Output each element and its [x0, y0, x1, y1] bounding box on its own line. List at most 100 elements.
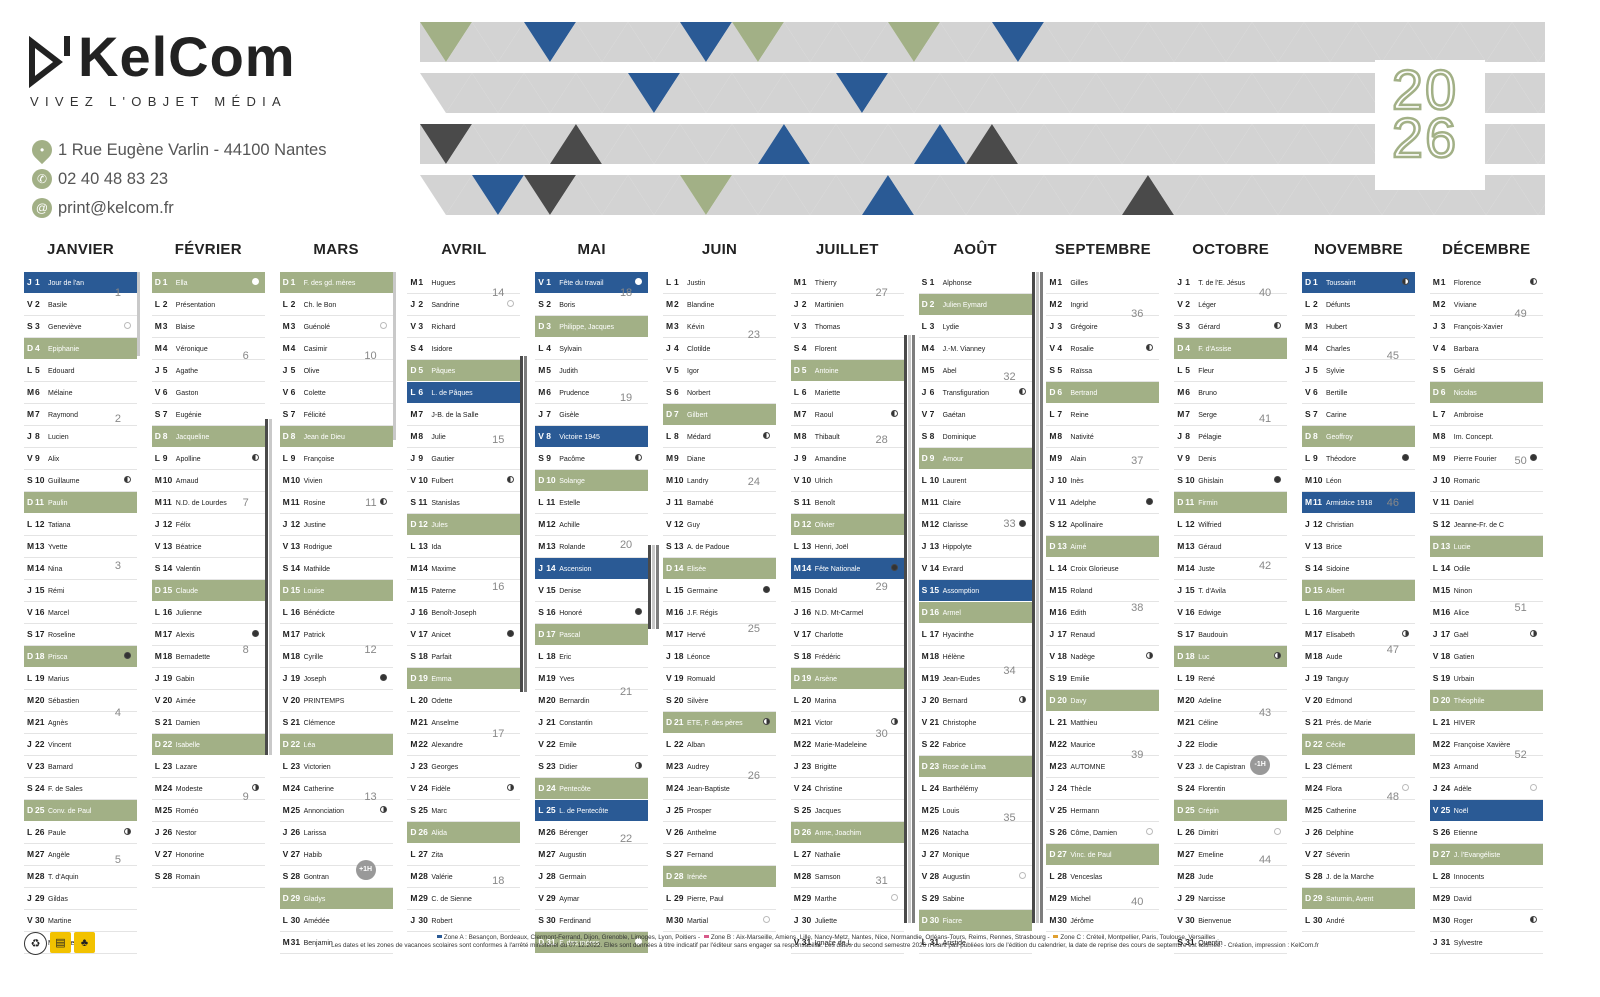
day-number: 21 — [801, 717, 812, 727]
day-row: M10 Arnaud — [151, 470, 265, 492]
day-row: M20 Bernardin — [535, 690, 649, 712]
saint-name: Guénolé — [303, 324, 331, 331]
saint-name: Marius — [48, 676, 70, 683]
weekday-letter: M — [1432, 739, 1440, 749]
day-number: 25 — [929, 805, 940, 815]
saint-name: Odile — [1453, 566, 1471, 573]
day-row: M12 Clarisse — [918, 514, 1032, 536]
saint-name: Géraud — [1198, 544, 1222, 551]
saint-name: Ida — [431, 544, 442, 551]
saint-name: Inès — [1070, 478, 1084, 485]
day-number: 9 — [418, 453, 424, 463]
saint-name: Catherine — [303, 786, 334, 793]
day-row: S 30 Ferdinand — [535, 910, 649, 932]
last-moon-icon — [1402, 278, 1409, 285]
saint-name: Rolande — [559, 544, 586, 551]
saint-name: Colette — [303, 390, 326, 397]
day-number: 20 — [35, 695, 45, 705]
day-row: M11 N.D. de Lourdes — [151, 492, 265, 514]
day-row: M1 Florence — [1429, 272, 1543, 294]
day-number: 9 — [162, 453, 168, 463]
saint-name: AUTOMNE — [1070, 764, 1106, 771]
saint-name: Véronique — [175, 346, 208, 353]
day-row: J 14 Ascension — [535, 558, 649, 580]
saint-name: Achille — [559, 522, 580, 529]
saint-name: Aimée — [175, 698, 196, 705]
day-number: 21 — [546, 717, 556, 727]
saint-name: Alix — [48, 456, 60, 463]
weekday-letter: L — [666, 893, 672, 903]
day-number: 29 — [801, 893, 812, 903]
weekday-letter: D — [27, 343, 34, 353]
weekday-letter: M — [410, 431, 418, 441]
day-number: 22 — [1057, 739, 1067, 749]
day-number: 24 — [674, 783, 684, 793]
day-number: 9 — [1057, 453, 1063, 463]
weekday-letter: S — [921, 585, 928, 595]
saint-name: Défunts — [1326, 302, 1351, 309]
day-row: L 11 Estelle — [535, 492, 649, 514]
weekday-letter: J — [793, 915, 799, 925]
weekday-letter: V — [1049, 651, 1056, 661]
saint-name: Landry — [687, 478, 709, 485]
day-number: 24 — [290, 783, 301, 793]
day-row: D 10 Solange — [535, 470, 649, 492]
day-number: 8 — [929, 431, 935, 441]
day-row: M29 David — [1429, 888, 1543, 910]
email-text[interactable]: print@kelcom.fr — [58, 198, 174, 217]
saint-name: Maxime — [431, 566, 456, 573]
day-row: D 24 Pentecôte — [535, 778, 649, 800]
saint-name: Gildas — [48, 896, 68, 903]
day-number: 25 — [1185, 805, 1195, 815]
weekday-letter: D — [410, 519, 417, 529]
day-row: V 4 Barbara — [1429, 338, 1543, 360]
day-row: S 24 F. de Sales — [24, 778, 137, 800]
day-row: M25 Louis — [918, 800, 1032, 822]
day-number: 5 — [1313, 365, 1318, 375]
saint-name: Aude — [1326, 654, 1343, 661]
day-number: 23 — [1057, 761, 1067, 771]
saint-name: Quentin — [1198, 940, 1223, 947]
saint-name: Gérald — [1453, 368, 1475, 375]
saint-name: F. de Sales — [48, 786, 83, 793]
weekday-letter: M — [282, 805, 290, 815]
weekday-letter: L — [538, 651, 544, 661]
saint-name: Lucien — [48, 434, 69, 441]
day-number: 25 — [35, 805, 45, 815]
weekday-letter: V — [27, 299, 33, 309]
weekday-letter: J — [154, 519, 160, 529]
saint-name: T. de l'E. Jésus — [1198, 280, 1246, 287]
day-row: L 14 Croix Glorieuse — [1046, 558, 1160, 580]
day-row: S 16 Honoré — [535, 602, 649, 624]
saint-name: Juliette — [814, 918, 837, 925]
day-number: 26 — [290, 827, 301, 837]
day-number: 2 — [1440, 299, 1446, 309]
weekday-letter: M — [921, 673, 929, 683]
weekday-letter: L — [1305, 299, 1311, 309]
saint-name: Augustin — [559, 852, 587, 859]
day-number: 28 — [418, 871, 428, 881]
saint-name: Prés. de Marie — [1326, 720, 1372, 727]
day-row: S 17 Baudouin — [1174, 624, 1288, 646]
last-moon-icon — [763, 432, 770, 439]
weekday-letter: S — [27, 629, 33, 639]
footer-legend: Zone A : Besançon, Bordeaux, Clermont-Fe… — [250, 934, 1400, 950]
saint-name: Gisèle — [559, 412, 580, 419]
weekday-letter: L — [154, 299, 160, 309]
day-number: 11 — [418, 497, 428, 507]
weekday-letter: M — [1305, 651, 1313, 661]
weekday-letter: L — [1432, 563, 1438, 573]
saint-name: Hugues — [431, 280, 456, 287]
saint-name: Roger — [1453, 918, 1473, 925]
day-number: 14 — [290, 563, 301, 573]
day-row: D 27 J. l'Evangéliste — [1429, 844, 1543, 866]
weekday-letter: J — [666, 343, 671, 353]
saint-name: Solange — [559, 478, 585, 485]
day-number: 2 — [162, 299, 168, 309]
weekday-letter: M — [1177, 871, 1185, 881]
weekday-letter: M — [27, 387, 35, 397]
day-row: L 8 Médard — [663, 426, 776, 448]
day-number: 23 — [1440, 761, 1451, 771]
weekday-letter: V — [154, 849, 161, 859]
school-holiday-zone-b — [392, 272, 396, 440]
